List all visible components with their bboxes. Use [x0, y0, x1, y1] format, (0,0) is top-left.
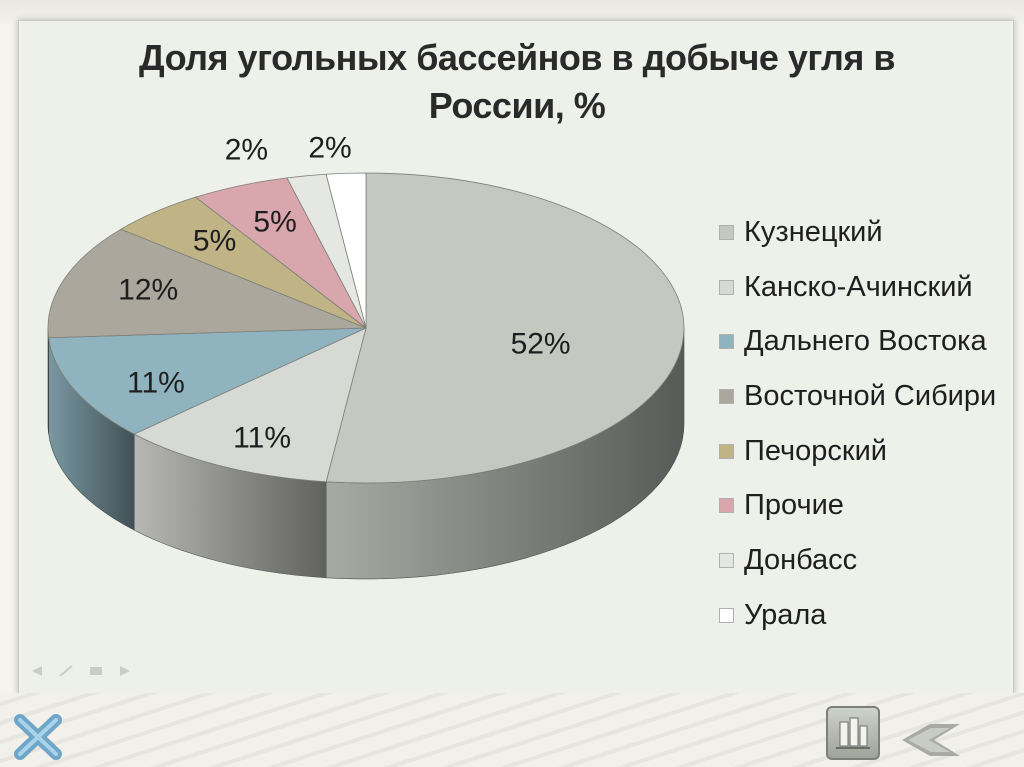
chart-title: Доля угольных бассейнов в добыче угля в … [0, 34, 1024, 130]
legend-swatch [719, 443, 734, 459]
data-label-0: 52% [511, 327, 571, 360]
legend-swatch [719, 552, 734, 568]
pie-side-3 [47, 327, 49, 434]
chart-legend: Кузнецкий Канско-Ачинский Дальнего Востока… [719, 205, 1019, 643]
data-label-5: 5% [253, 206, 296, 239]
legend-swatch [719, 498, 734, 514]
legend-label: Восточной Сибири [744, 379, 997, 412]
pie-slice-1 [133, 327, 367, 483]
legend-label: Прочие [744, 489, 844, 522]
next-slide-icon[interactable] [118, 664, 134, 678]
pie-slice-3 [47, 228, 367, 339]
legend-swatch [719, 607, 734, 623]
data-label-2: 11% [127, 366, 185, 399]
legend-item: Дальнего Востока [719, 314, 1019, 369]
back-arrow-icon[interactable] [900, 720, 962, 760]
pie-sides [47, 327, 685, 580]
legend-item: Урала [719, 588, 1019, 643]
legend-swatch [719, 279, 734, 295]
pie-slice-2 [48, 327, 367, 435]
pie-slice-0 [325, 172, 685, 484]
legend-item: Донбасс [719, 533, 1019, 588]
legend-item: Канско-Ачинский [719, 260, 1019, 315]
data-label-1: 11% [233, 421, 291, 454]
slide-tools [28, 664, 148, 684]
legend-swatch [719, 334, 734, 350]
legend-item: Восточной Сибири [719, 369, 1019, 424]
legend-label: Дальнего Востока [744, 325, 987, 358]
chart-title-line-1: Доля угольных бассейнов в добыче угля в [138, 37, 896, 78]
building-icon[interactable] [826, 706, 880, 760]
legend-label: Печорский [744, 434, 887, 467]
close-x-icon[interactable] [10, 712, 66, 762]
pie-labels: 52% 11% 11% 12% 5% 5% 2% 2% [118, 131, 570, 454]
data-label-3: 12% [118, 274, 178, 307]
menu-icon[interactable] [88, 664, 104, 678]
data-label-6: 2% [225, 134, 268, 167]
prev-slide-icon[interactable] [28, 664, 44, 678]
legend-item: Прочие [719, 478, 1019, 533]
chart-title-line-2: России, % [428, 85, 606, 126]
pie-tops [47, 172, 685, 484]
legend-item: Кузнецкий [719, 205, 1019, 260]
legend-label: Урала [744, 598, 827, 631]
data-label-7: 2% [308, 131, 351, 164]
legend-swatch [719, 388, 734, 404]
legend-label: Канско-Ачинский [744, 270, 973, 303]
legend-item: Печорский [719, 424, 1019, 479]
legend-label: Кузнецкий [744, 215, 883, 248]
legend-label: Донбасс [744, 543, 858, 576]
pen-icon[interactable] [58, 664, 74, 678]
data-label-4: 5% [193, 224, 236, 257]
legend-swatch [719, 224, 734, 240]
pie-slice-7 [325, 172, 367, 329]
